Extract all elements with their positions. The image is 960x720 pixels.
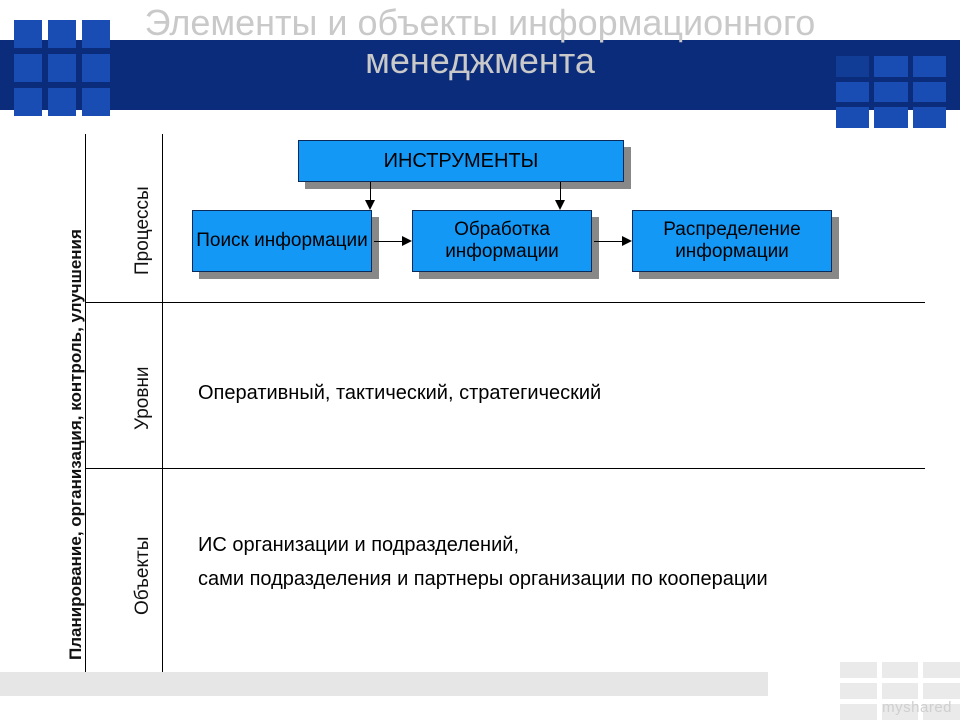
row-label-processes: Процессы (132, 186, 154, 275)
decor-grid-top-right (836, 56, 946, 128)
divider-vertical-inner (162, 134, 163, 674)
box-processing: Обработка информации (412, 210, 592, 272)
footer-bar (0, 672, 768, 696)
box-processing-label: Обработка информации (413, 219, 591, 263)
box-search-label: Поиск информации (196, 230, 368, 252)
row-label-objects: Объекты (132, 537, 154, 615)
objects-text-line: ИС организации и подразделений,сами подр… (198, 528, 918, 596)
decor-grid-top-left (14, 20, 110, 116)
box-instruments: ИНСТРУМЕНТЫ (298, 140, 624, 182)
box-instruments-label: ИНСТРУМЕНТЫ (384, 150, 539, 173)
divider-row-1 (85, 302, 925, 303)
row-label-levels: Уровни (132, 366, 154, 430)
objects-text: ИС организации и подразделений,сами подр… (198, 528, 918, 596)
levels-text: Оперативный, тактический, стратегический (198, 376, 601, 410)
box-distribute: Распределение информации (632, 210, 832, 272)
main-vertical-label: Планирование, организация, контроль, улу… (66, 229, 86, 660)
page-title: Элементы и объекты информационного менед… (60, 4, 900, 80)
box-search: Поиск информации (192, 210, 372, 272)
box-distribute-label: Распределение информации (633, 219, 831, 263)
divider-row-2 (85, 468, 925, 469)
watermark: myshared (882, 699, 952, 716)
